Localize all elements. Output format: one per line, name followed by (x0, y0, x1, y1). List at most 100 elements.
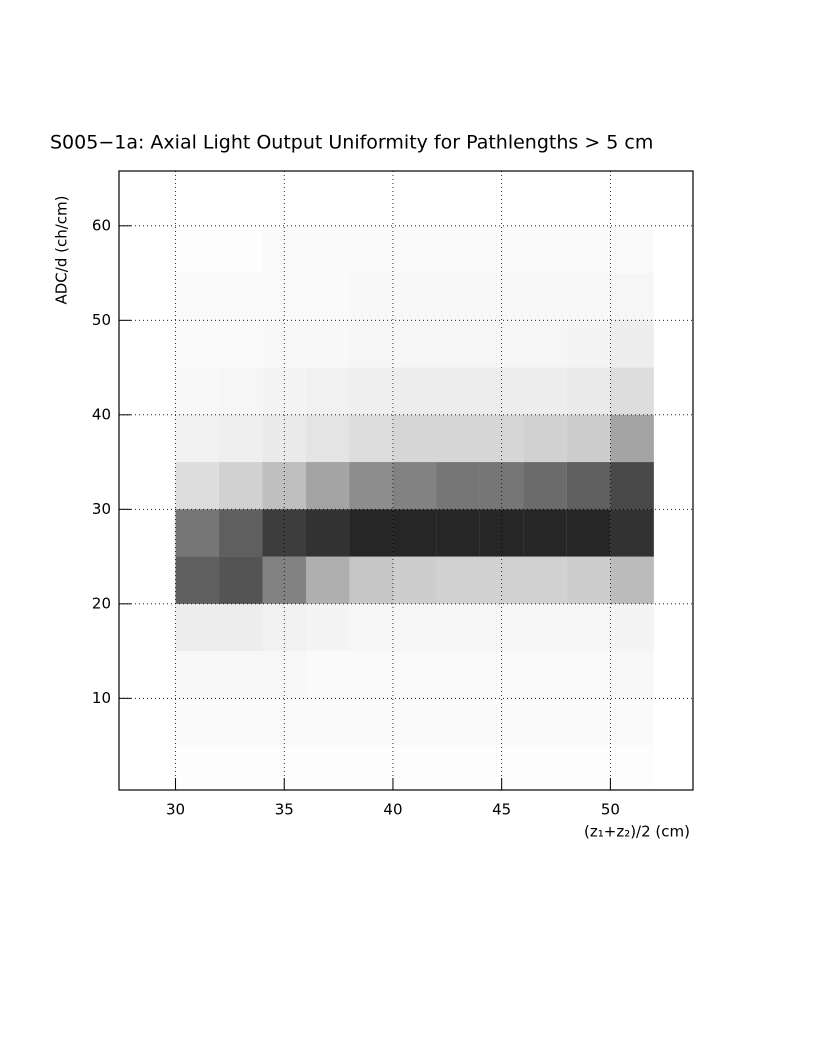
density-cell (610, 320, 654, 368)
density-cell (349, 226, 392, 273)
density-cell (393, 604, 436, 651)
density-cell (567, 604, 610, 651)
density-cell (219, 226, 262, 273)
density-cell (610, 226, 653, 273)
density-cell (566, 320, 611, 368)
density-cell (349, 179, 392, 226)
density-cell (306, 179, 349, 226)
density-cell (523, 179, 566, 226)
density-cell (479, 462, 524, 510)
density-cell (436, 273, 479, 320)
density-cell (263, 226, 306, 273)
density-cell (610, 556, 654, 604)
density-cell (349, 746, 392, 790)
density-cell (567, 179, 610, 226)
density-cell (566, 414, 611, 463)
density-cell (219, 603, 263, 652)
density-cell (349, 367, 393, 415)
density-cell (479, 414, 524, 463)
density-cell (305, 414, 350, 463)
density-cell (262, 462, 306, 510)
density-cell (263, 698, 306, 745)
density-cell (610, 367, 654, 415)
x-tick-label: 35 (275, 801, 294, 819)
y-tick-label: 20 (92, 594, 111, 612)
density-cell (175, 414, 220, 463)
density-cell (349, 320, 392, 367)
density-cell (349, 273, 392, 320)
density-cell (523, 414, 567, 463)
density-cell (219, 698, 262, 745)
density-cell (176, 273, 219, 320)
density-cell (436, 367, 480, 415)
density-cell (263, 179, 306, 226)
density-cell (305, 509, 350, 557)
density-cell (393, 698, 436, 745)
density-cell (566, 556, 611, 604)
density-cell (480, 698, 523, 745)
y-tick-label: 50 (92, 311, 111, 329)
density-cell (176, 651, 219, 698)
y-tick-label: 30 (92, 500, 111, 518)
density-cell (219, 651, 262, 698)
density-cell (349, 462, 393, 510)
density-cell (480, 179, 523, 226)
x-axis-label: (z₁+z₂)/2 (cm) (584, 823, 690, 841)
density-cell (219, 320, 262, 367)
density-cell (219, 509, 263, 557)
density-cell (436, 226, 479, 273)
density-cell (436, 414, 480, 463)
density-cell (523, 226, 566, 273)
density-cell (392, 462, 437, 510)
density-cell (176, 698, 219, 745)
density-cell (349, 651, 392, 698)
x-tick-label: 45 (492, 801, 511, 819)
density-cell (349, 698, 392, 745)
density-cell (523, 556, 567, 604)
density-cell (392, 367, 437, 415)
density-cell (436, 746, 479, 790)
density-cell (349, 556, 393, 604)
density-cell (436, 556, 480, 604)
density-cell (263, 273, 306, 320)
x-tick-label: 50 (601, 801, 620, 819)
density-cell (393, 320, 436, 367)
density-cell (176, 368, 219, 415)
density-cell (392, 414, 437, 463)
density-cell (305, 367, 350, 415)
density-cell (176, 226, 219, 273)
density-cell (523, 320, 566, 367)
density-cell (523, 604, 566, 651)
density-cell (219, 556, 263, 604)
density-cell (523, 462, 567, 510)
density-cell (610, 698, 653, 745)
density-cell (393, 226, 436, 273)
density-cell (567, 746, 610, 790)
density-cell (306, 320, 349, 367)
density-cell (610, 651, 653, 698)
density-cell (175, 556, 220, 604)
density-cell (610, 603, 654, 652)
density-cell (436, 604, 479, 651)
density-cell (436, 698, 479, 745)
density-cell (305, 556, 350, 604)
density-cell (523, 698, 566, 745)
density-cell (523, 651, 566, 698)
density-cell (219, 746, 262, 790)
density-cell (306, 651, 349, 698)
density-cell (393, 179, 436, 226)
density-cell (176, 179, 219, 226)
density-cell (219, 414, 263, 463)
density-cell (349, 509, 393, 557)
density-cell (436, 462, 480, 510)
density-cell (610, 746, 653, 790)
y-tick-label: 40 (92, 405, 111, 423)
density-cell (436, 179, 479, 226)
density-cell (610, 273, 653, 320)
density-cell (392, 509, 437, 557)
density-cell (219, 179, 262, 226)
density-cell (480, 226, 523, 273)
density-cell (392, 556, 437, 604)
density-cell (262, 414, 306, 463)
